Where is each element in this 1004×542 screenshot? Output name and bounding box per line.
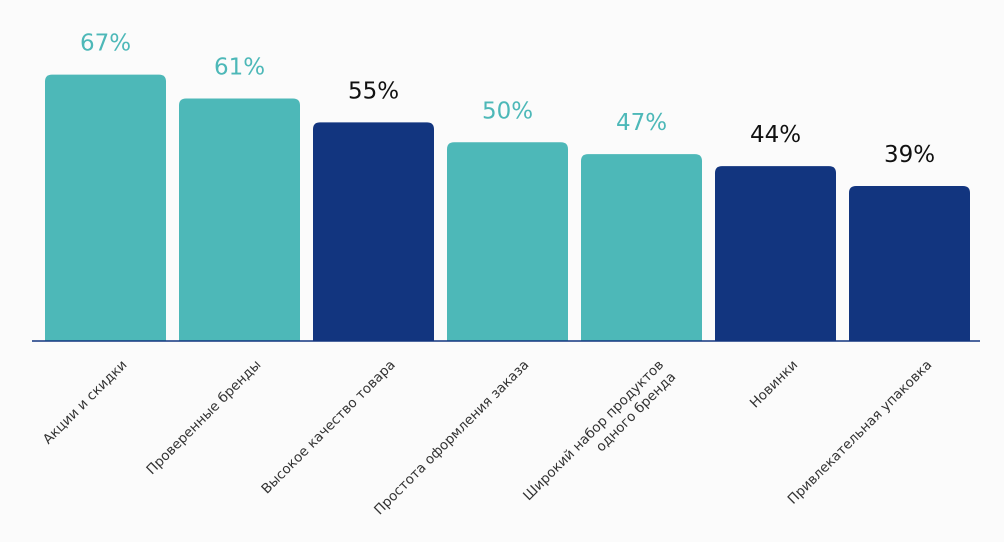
- bar: [179, 98, 300, 342]
- bar: [715, 166, 836, 341]
- bar: [45, 74, 166, 342]
- value-label: 61%: [214, 55, 265, 81]
- value-label: 55%: [348, 78, 399, 104]
- value-label: 47%: [616, 110, 667, 136]
- value-label: 39%: [884, 142, 935, 168]
- bar: [447, 142, 568, 341]
- bar: [581, 154, 702, 341]
- value-label: 50%: [482, 98, 533, 124]
- bar: [849, 185, 970, 341]
- value-label: 67%: [80, 31, 131, 57]
- value-label: 44%: [750, 122, 801, 148]
- bar: [313, 122, 434, 341]
